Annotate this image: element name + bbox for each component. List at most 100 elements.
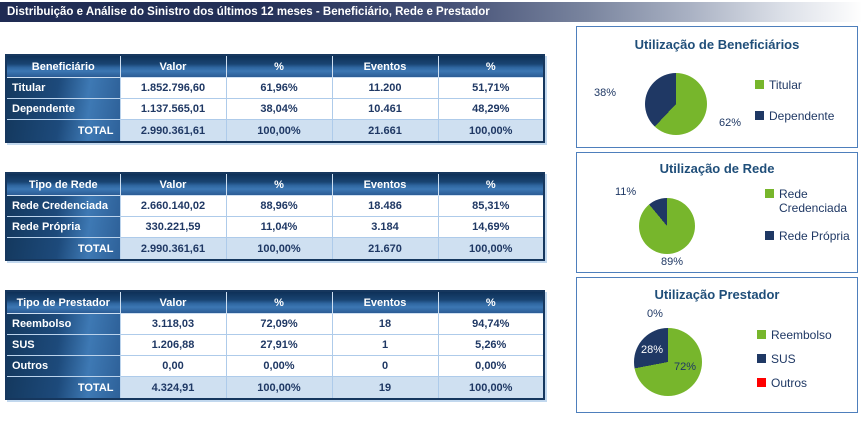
legend-swatch-icon [765, 189, 774, 198]
column-header: Valor [119, 172, 227, 196]
value-cell: 1.206,88 [119, 334, 227, 356]
beneficiaries-chart-panel: Utilização de Beneficiários 38% 62% Titu… [576, 26, 858, 148]
legend-label: Reembolso [771, 328, 832, 342]
value-cell: 0,00% [225, 355, 333, 377]
column-header: Valor [119, 290, 227, 314]
row-label-cell: Rede Própria [5, 216, 121, 238]
value-cell: 330.221,59 [119, 216, 227, 238]
total-label-cell: TOTAL [5, 119, 121, 143]
total-value-cell: 100,00% [437, 119, 545, 143]
column-header: % [225, 172, 333, 196]
total-value-cell: 21.670 [331, 237, 439, 261]
column-header: % [225, 54, 333, 78]
value-cell: 51,71% [437, 77, 545, 99]
value-cell: 1.852.796,60 [119, 77, 227, 99]
value-cell: 94,74% [437, 313, 545, 335]
column-header: Eventos [331, 172, 439, 196]
total-row: TOTAL 4.324,91 100,00% 19 100,00% [5, 376, 545, 400]
total-value-cell: 100,00% [437, 237, 545, 261]
pie-chart [645, 73, 707, 135]
data-label: 72% [674, 361, 697, 373]
total-value-cell: 100,00% [437, 376, 545, 400]
value-cell: 5,26% [437, 334, 545, 356]
total-value-cell: 2.990.361,61 [119, 237, 227, 261]
legend: Titular Dependente [755, 78, 834, 123]
legend-item: Reembolso [757, 328, 832, 342]
chart-title: Utilização Prestador [654, 287, 780, 302]
table-row: SUS 1.206,88 27,91% 1 5,26% [5, 334, 545, 356]
network-type-table: Tipo de Rede Valor % Eventos % Rede Cred… [5, 172, 545, 261]
value-cell: 11,04% [225, 216, 333, 238]
legend-label: SUS [771, 352, 796, 366]
total-row: TOTAL 2.990.361,61 100,00% 21.661 100,00… [5, 119, 545, 143]
row-label-cell: Rede Credenciada [5, 195, 121, 217]
total-value-cell: 19 [331, 376, 439, 400]
total-value-cell: 4.324,91 [119, 376, 227, 400]
total-value-cell: 100,00% [225, 119, 333, 143]
column-header: Eventos [331, 290, 439, 314]
header-row: Beneficiário Valor % Eventos % [5, 54, 545, 78]
legend-label: Rede Própria [779, 229, 850, 243]
legend: Reembolso SUS Outros [757, 328, 832, 390]
total-row: TOTAL 2.990.361,61 100,00% 21.670 100,00… [5, 237, 545, 261]
total-value-cell: 21.661 [331, 119, 439, 143]
value-cell: 2.660.140,02 [119, 195, 227, 217]
value-cell: 38,04% [225, 98, 333, 120]
value-cell: 27,91% [225, 334, 333, 356]
report-title-bar: Distribuição e Análise do Sinistro dos ú… [0, 2, 861, 22]
column-header: % [437, 54, 545, 78]
legend-item: Dependente [755, 109, 834, 123]
legend-swatch-icon [755, 111, 764, 120]
data-label: 38% [594, 87, 617, 99]
legend-item: Rede Credenciada [765, 187, 857, 215]
value-cell: 10.461 [331, 98, 439, 120]
legend-item: Rede Própria [765, 229, 857, 243]
total-value-cell: 100,00% [225, 237, 333, 261]
column-header: % [437, 290, 545, 314]
data-label: 11% [615, 186, 637, 198]
table-row: Outros 0,00 0,00% 0 0,00% [5, 355, 545, 377]
value-cell: 0,00% [437, 355, 545, 377]
legend-swatch-icon [757, 378, 766, 387]
value-cell: 88,96% [225, 195, 333, 217]
legend-swatch-icon [765, 231, 774, 240]
table-row: Rede Credenciada 2.660.140,02 88,96% 18.… [5, 195, 545, 217]
table-row: Dependente 1.137.565,01 38,04% 10.461 48… [5, 98, 545, 120]
column-header: Eventos [331, 54, 439, 78]
value-cell: 3.184 [331, 216, 439, 238]
data-label: 28% [641, 344, 664, 356]
value-cell: 18 [331, 313, 439, 335]
provider-chart-panel: Utilização Prestador 0% 28% 72% Reembols… [576, 277, 858, 413]
row-label-cell: Titular [5, 77, 121, 99]
data-label: 89% [661, 256, 684, 268]
data-label: 0% [647, 308, 663, 320]
legend-label: Rede Credenciada [779, 187, 848, 215]
legend-label: Dependente [769, 109, 835, 123]
table-row: Rede Própria 330.221,59 11,04% 3.184 14,… [5, 216, 545, 238]
provider-type-table: Tipo de Prestador Valor % Eventos % Reem… [5, 290, 545, 400]
value-cell: 14,69% [437, 216, 545, 238]
value-cell: 1.137.565,01 [119, 98, 227, 120]
row-label-cell: Outros [5, 355, 121, 377]
total-label-cell: TOTAL [5, 376, 121, 400]
value-cell: 3.118,03 [119, 313, 227, 335]
value-cell: 0 [331, 355, 439, 377]
row-label-cell: SUS [5, 334, 121, 356]
chart-title: Utilização de Rede [659, 161, 775, 176]
row-label-cell: Reembolso [5, 313, 121, 335]
legend-item: SUS [757, 352, 832, 366]
value-cell: 85,31% [437, 195, 545, 217]
legend-item: Outros [757, 376, 832, 390]
value-cell: 48,29% [437, 98, 545, 120]
value-cell: 0,00 [119, 355, 227, 377]
legend-label: Outros [771, 376, 808, 390]
row-label-cell: Dependente [5, 98, 121, 120]
legend-swatch-icon [757, 330, 766, 339]
legend-item: Titular [755, 78, 834, 92]
legend-swatch-icon [757, 354, 766, 363]
table-row: Reembolso 3.118,03 72,09% 18 94,74% [5, 313, 545, 335]
column-header: Valor [119, 54, 227, 78]
pie-chart [639, 198, 695, 254]
header-row: Tipo de Prestador Valor % Eventos % [5, 290, 545, 314]
